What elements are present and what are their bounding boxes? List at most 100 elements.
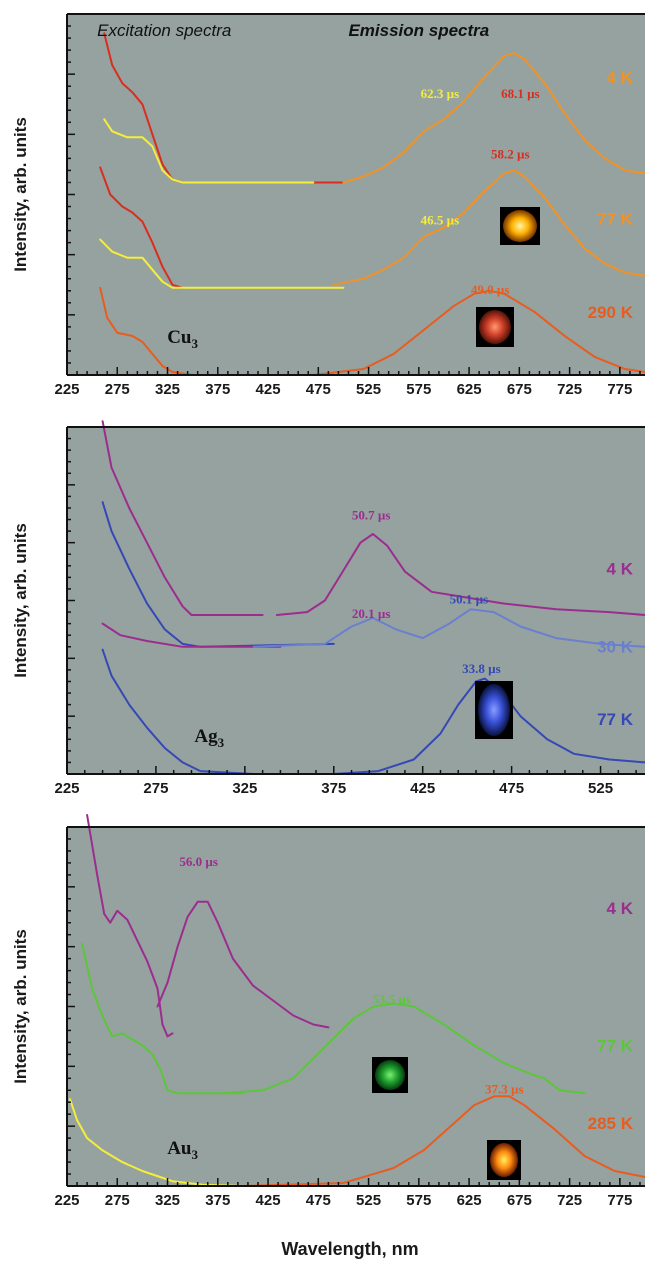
- x-tick-label: 575: [406, 1192, 431, 1209]
- complex-label: Au3: [167, 1138, 198, 1162]
- luminescence-photo: [475, 681, 513, 739]
- complex-label-metal: Au: [167, 1138, 192, 1159]
- temperature-label: 4 K: [607, 899, 634, 918]
- photo-glow: [479, 310, 511, 344]
- panel-au3: 225 275 325 375 425 475 525 575 625 675 725 775 Inte…: [11, 814, 645, 1209]
- x-tick-label: 575: [406, 381, 431, 398]
- x-tick-label: 275: [105, 1192, 130, 1209]
- lifetime-label: 20.1 µs: [352, 606, 391, 621]
- complex-label-subscript: 3: [218, 735, 225, 750]
- series-line-0: [101, 420, 264, 616]
- x-tick-label: 775: [607, 381, 632, 398]
- x-tick-label: 475: [306, 381, 331, 398]
- luminescence-photo: [500, 207, 540, 245]
- complex-label-subscript: 3: [191, 336, 198, 351]
- panel-ag3: 225 275 325 375 425 475 525 Intensity, arb. uni…: [11, 420, 645, 797]
- x-tick-label: 525: [356, 1192, 381, 1209]
- photo-glow: [490, 1143, 518, 1177]
- series-line-4: [252, 608, 645, 648]
- luminescence-photo: [476, 307, 514, 347]
- chart-panels: 225 275 325 375 425 475 525 575 625 675 725 775 Inte…: [11, 13, 645, 1209]
- series-line-3: [101, 622, 282, 648]
- photo-glow: [375, 1060, 405, 1090]
- series-line-2: [342, 52, 645, 184]
- series-line-0: [86, 814, 174, 1038]
- lifetime-label: 50.7 µs: [352, 508, 391, 523]
- complex-label: Ag3: [194, 726, 224, 750]
- temperature-label: 30 K: [597, 638, 634, 657]
- lifetime-label: 50.1 µs: [450, 591, 489, 606]
- luminescence-photo: [372, 1057, 408, 1093]
- series-line-2: [81, 942, 244, 1095]
- x-tick-label: 425: [410, 780, 435, 797]
- x-tick-label: 375: [205, 1192, 230, 1209]
- temperature-label: 4 K: [607, 559, 634, 578]
- x-tick-label: 725: [557, 381, 582, 398]
- x-tick-label: 425: [256, 381, 281, 398]
- temperature-label: 4 K: [607, 68, 634, 87]
- x-tick-label: 625: [457, 381, 482, 398]
- x-tick-label: 225: [54, 381, 79, 398]
- emission-header: Emission spectra: [348, 21, 489, 40]
- lifetime-label: 56.0 µs: [179, 854, 218, 869]
- x-tick-label: 275: [143, 780, 168, 797]
- series-line-1: [156, 900, 330, 1029]
- x-tick-label: 675: [507, 1192, 532, 1209]
- lifetime-label: 46.5 µs: [421, 213, 460, 228]
- lifetime-label: 58.2 µs: [491, 146, 530, 161]
- x-tick-label: 375: [205, 381, 230, 398]
- x-tick-label: 225: [54, 780, 79, 797]
- x-tick-label: 525: [588, 780, 613, 797]
- x-tick-label: 525: [356, 381, 381, 398]
- y-axis-label: Intensity, arb. units: [11, 523, 30, 678]
- series-line-1: [103, 118, 315, 184]
- lifetime-label: 49.0 µs: [471, 282, 510, 297]
- x-tick-label: 325: [155, 1192, 180, 1209]
- plot-area: [67, 14, 645, 375]
- temperature-label: 77 K: [597, 210, 634, 229]
- lifetime-label: 68.1 µs: [501, 86, 540, 101]
- x-tick-label: 775: [607, 1192, 632, 1209]
- temperature-label: 77 K: [597, 1036, 634, 1055]
- y-axis-label: Intensity, arb. units: [11, 929, 30, 1084]
- panel-cu3: 225 275 325 375 425 475 525 575 625 675 725 775 Inte…: [11, 13, 645, 398]
- series-line-4: [69, 1098, 244, 1187]
- x-tick-label: 375: [321, 780, 346, 797]
- luminescence-photo: [487, 1140, 521, 1180]
- complex-label-subscript: 3: [191, 1147, 198, 1162]
- series-line-6: [99, 286, 315, 376]
- series-line-7: [312, 289, 645, 376]
- series-line-6: [332, 677, 645, 775]
- series-line-4: [99, 238, 345, 289]
- series-line-5: [332, 169, 645, 286]
- lifetime-label: 53.5 µs: [372, 992, 411, 1007]
- plot-area: [67, 827, 645, 1186]
- x-tick-label: 325: [155, 381, 180, 398]
- series-line-5: [241, 1095, 645, 1187]
- x-tick-label: 275: [105, 381, 130, 398]
- photo-glow: [503, 210, 537, 242]
- x-axis-label: Wavelength, nm: [281, 1239, 418, 1259]
- x-tick-label: 425: [256, 1192, 281, 1209]
- lifetime-label: 37.3 µs: [485, 1081, 524, 1096]
- series-line-3: [99, 166, 184, 289]
- plot-area: [67, 427, 645, 774]
- temperature-label: 290 K: [588, 303, 634, 322]
- x-tick-label: 725: [557, 1192, 582, 1209]
- x-tick-label: 625: [457, 1192, 482, 1209]
- x-tick-label: 475: [306, 1192, 331, 1209]
- x-tick-label: 325: [232, 780, 257, 797]
- excitation-header: Excitation spectra: [97, 21, 231, 40]
- complex-label: Cu3: [167, 327, 198, 351]
- x-tick-label: 675: [507, 381, 532, 398]
- lifetime-label: 62.3 µs: [421, 86, 460, 101]
- photo-glow: [478, 684, 510, 736]
- complex-label-metal: Ag: [194, 726, 218, 747]
- series-line-1: [275, 533, 645, 616]
- complex-label-metal: Cu: [167, 327, 192, 348]
- lifetime-label: 33.8 µs: [462, 661, 501, 676]
- series-line-3: [221, 1002, 586, 1095]
- temperature-label: 77 K: [597, 710, 634, 729]
- x-tick-label: 225: [54, 1192, 79, 1209]
